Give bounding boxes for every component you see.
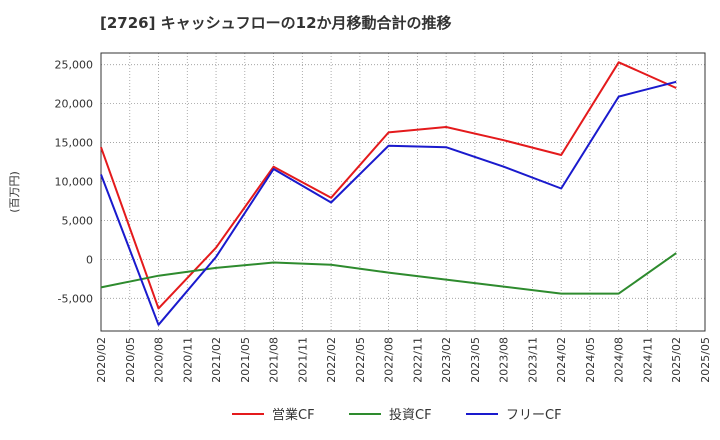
y-tick-label: 10,000: [55, 175, 94, 188]
y-tick-label: -5,000: [58, 292, 93, 305]
x-tick-label: 2023/02: [440, 337, 453, 383]
x-tick-label: 2024/11: [641, 337, 654, 383]
y-tick-label: 15,000: [55, 137, 94, 150]
x-tick-label: 2023/08: [498, 337, 511, 383]
y-tick-label: 0: [86, 253, 93, 266]
x-tick-label: 2025/02: [670, 337, 683, 383]
x-axis-ticks: 2020/02 2020/05 2020/08 2020/11 2021/02 2021/…: [95, 337, 712, 383]
plot-frame: [100, 52, 706, 332]
x-tick-label: 2020/08: [153, 337, 166, 383]
x-tick-label: 2022/05: [354, 337, 367, 383]
chart-title: [2726] キャッシュフローの12か月移動合計の推移: [100, 14, 452, 32]
x-tick-label: 2024/05: [584, 337, 597, 383]
series-line: [100, 252, 677, 295]
x-tick-label: 2021/08: [268, 337, 281, 383]
y-tick-label: 20,000: [55, 98, 94, 111]
y-tick-label: 5,000: [62, 214, 94, 227]
series-line: [100, 80, 677, 326]
x-tick-label: 2022/11: [411, 337, 424, 383]
legend: 営業CF 投資CF フリーCF: [232, 407, 562, 423]
legend-label: フリーCF: [506, 408, 562, 423]
x-tick-label: 2020/05: [124, 337, 137, 383]
x-tick-label: 2023/05: [469, 337, 482, 383]
x-tick-label: 2024/08: [613, 337, 626, 383]
legend-label: 営業CF: [272, 407, 315, 423]
x-tick-label: 2023/11: [526, 337, 539, 383]
legend-label: 投資CF: [389, 407, 432, 423]
x-tick-label: 2025/05: [699, 337, 712, 383]
x-tick-label: 2021/11: [296, 337, 309, 383]
grid-lines: [100, 53, 706, 331]
x-tick-label: 2024/02: [555, 337, 568, 383]
x-tick-label: 2022/08: [383, 337, 396, 383]
x-tick-label: 2021/02: [210, 337, 223, 383]
x-tick-label: 2022/02: [325, 337, 338, 383]
x-tick-label: 2020/02: [95, 337, 108, 383]
y-axis-ticks: 25,000 20,000 15,000 10,000 5,000 0 -5,000: [55, 59, 94, 306]
series-line: [100, 61, 677, 310]
series-lines: [100, 61, 677, 326]
y-axis-label: (百万円): [8, 171, 21, 213]
y-tick-label: 25,000: [55, 59, 94, 72]
x-tick-label: 2021/05: [239, 337, 252, 383]
x-tick-label: 2020/11: [181, 337, 194, 383]
